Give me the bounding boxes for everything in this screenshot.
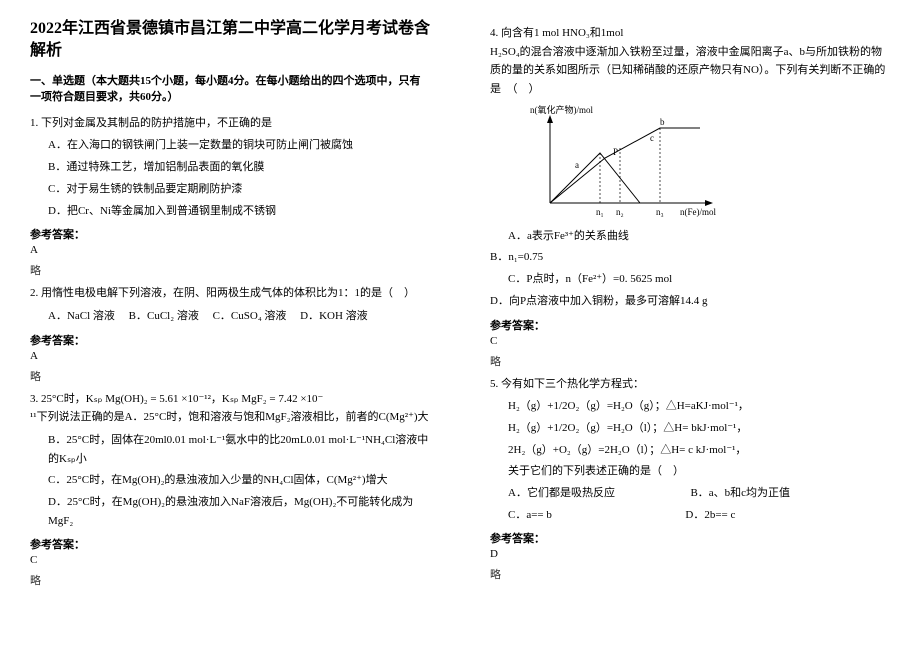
q3-opt-b: B．25°C时，固体在20ml0.01 mol·L⁻¹氨水中的比20mL0.01… (48, 431, 430, 468)
q2-opts: A．NaCl 溶液 B．CuCl₂ 溶液 C．CuSO₄ 溶液 D．KOH 溶液 (48, 307, 430, 326)
chart-label-c: c (650, 133, 654, 143)
chart-xlabel: n(Fe)/mol (680, 207, 716, 217)
q2-ans-label: 参考答案： (30, 332, 430, 348)
q4-ans: C (490, 335, 890, 347)
q1-stem: 1. 下列对金属及其制品的防护措施中，不正确的是 (30, 114, 430, 133)
chart-n1: n₁ (596, 207, 604, 217)
chart-label-b: b (660, 117, 665, 127)
q2-opt-b: B．CuCl₂ 溶液 (129, 310, 199, 322)
q4-opt-c: C．P点时，n（Fe²⁺）=0. 5625 mol (508, 270, 890, 289)
q5-opt-d: D．2b== c (685, 509, 735, 521)
chart-n2: n₂ (616, 207, 624, 217)
chart-n3: n₃ (656, 207, 664, 217)
q4-opt-a: A．a表示Fe³⁺的关系曲线 (508, 227, 890, 246)
page-title: 2022年江西省景德镇市昌江第二中学高二化学月考试卷含解析 (30, 18, 430, 63)
chart-ylabel: n(氧化产物)/mol (530, 104, 593, 115)
q5-opt-c: C．a== b (508, 509, 552, 521)
q5-row1: A．它们都是吸热反应 B．a、b和c均为正值 (508, 484, 890, 503)
q4-ans-label: 参考答案： (490, 317, 890, 333)
q4-stem2: H₂SO₄的混合溶液中逐渐加入铁粉至过量，溶液中金属阳离子a、b与所加铁粉的物质… (490, 43, 890, 99)
q3-ans-label: 参考答案： (30, 536, 430, 552)
q1-ans-label: 参考答案： (30, 226, 430, 242)
q3-stem1: 3. 25°C时，Kₛₚ Mg(OH)₂ = 5.61 ×10⁻¹²，Kₛₚ M… (30, 390, 430, 409)
q2-ans: A (30, 350, 430, 362)
q2-stem: 2. 用惰性电极电解下列溶液，在阴、阳两极生成气体的体积比为1：1的是（ ） (30, 284, 430, 303)
q2-opt-d: D．KOH 溶液 (300, 310, 368, 322)
q2-opt-a: A．NaCl 溶液 (48, 310, 115, 322)
q3-opt-d: D．25°C时，在Mg(OH)₂的悬浊液加入NaF溶液后，Mg(OH)₂不可能转… (48, 493, 430, 530)
chart-label-p: P (613, 147, 618, 157)
q4-note: 略 (490, 353, 890, 369)
q5-row2: C．a== b D．2b== c (508, 506, 890, 525)
q5-tail: 关于它们的下列表述正确的是（ ） (508, 462, 890, 481)
q5-eq1: H₂（g）+1/2O₂（g）=H₂O（g）；△H=aKJ·mol⁻¹， (508, 397, 890, 416)
q1-opt-a: A．在入海口的钢铁闸门上装一定数量的铜块可防止闸门被腐蚀 (48, 136, 430, 155)
q4-opt-b: B．n₁=0.75 (490, 248, 890, 267)
q3-ans: C (30, 554, 430, 566)
q1-ans: A (30, 244, 430, 256)
q5-ans: D (490, 548, 890, 560)
q4-stem1: 4. 向含有1 mol HNO₃和1mol (490, 24, 890, 43)
q5-opt-b: B．a、b和c均为正值 (690, 487, 790, 499)
q1-opt-d: D．把Cr、Ni等金属加入到普通钢里制成不锈钢 (48, 202, 430, 221)
section-heading: 一、单选题（本大题共15个小题，每小题4分。在每小题给出的四个选项中，只有一项符… (30, 73, 430, 106)
q5-ans-label: 参考答案： (490, 530, 890, 546)
q3-note: 略 (30, 572, 430, 588)
q5-opt-a: A．它们都是吸热反应 (508, 487, 615, 499)
q5-eq2: H₂（g）+1/2O₂（g）=H₂O（l）；△H= bkJ·mol⁻¹， (508, 419, 890, 438)
q1-opt-b: B．通过特殊工艺，增加铝制品表面的氧化膜 (48, 158, 430, 177)
q1-note: 略 (30, 262, 430, 278)
q5-note: 略 (490, 566, 890, 582)
q1-opt-c: C．对于易生锈的铁制品要定期刷防护漆 (48, 180, 430, 199)
q4-opt-d: D．向P点溶液中加入铜粉，最多可溶解14.4 g (490, 292, 890, 311)
chart-label-a: a (575, 160, 579, 170)
q2-opt-c: C．CuSO₄ 溶液 (213, 310, 287, 322)
q3-opt-c: C．25°C时，在Mg(OH)₂的悬浊液加入少量的NH₄Cl固体，C(Mg²⁺)… (48, 471, 430, 490)
q5-eq3: 2H₂（g）+O₂（g）=2H₂O（l）；△H= c kJ·mol⁻¹， (508, 441, 890, 460)
q5-stem: 5. 今有如下三个热化学方程式： (490, 375, 890, 394)
q2-note: 略 (30, 368, 430, 384)
q4-chart: n(氧化产物)/mol n(Fe)/mol a b c P n₁ n₂ n₃ (530, 103, 730, 223)
q3-stem2: ¹¹下列说法正确的是A．25°C时，饱和溶液与饱和MgF₂溶液相比，前者的C(M… (30, 408, 430, 427)
